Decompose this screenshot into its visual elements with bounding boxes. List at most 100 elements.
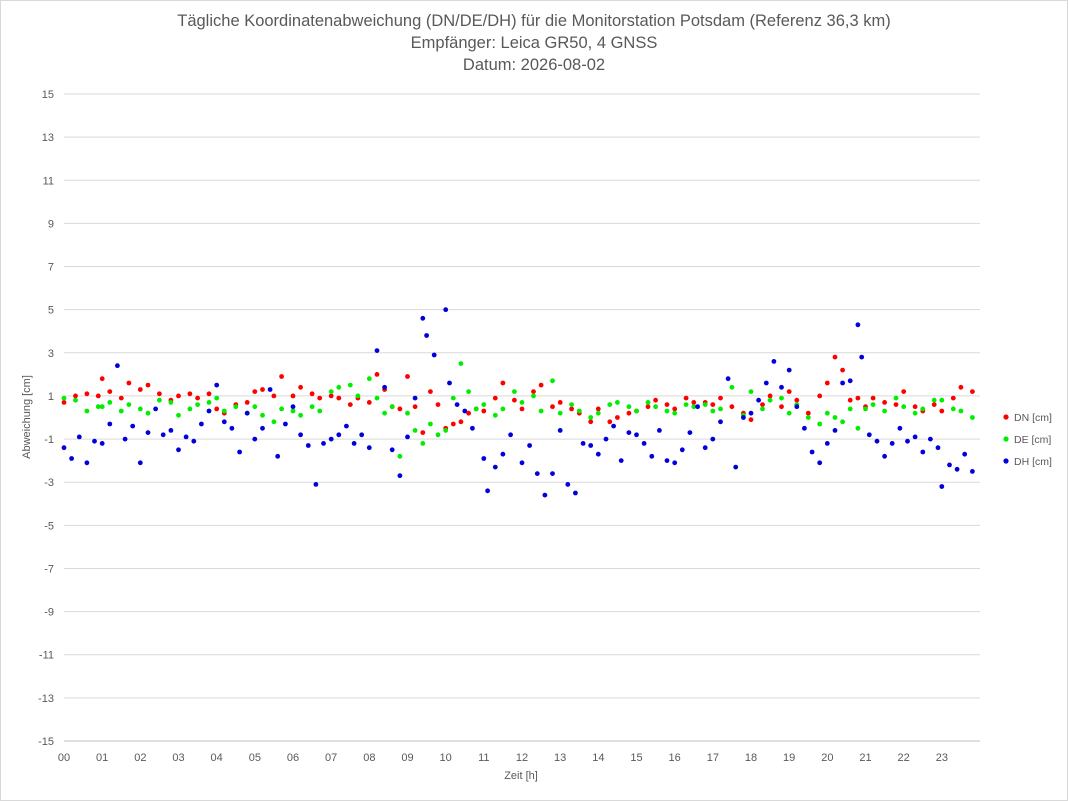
y-tick-labels: 15 13 11 9 7 5 3 1 -1 -3 -5 -7 -9 -11 -13 -15 [38,89,54,748]
data-point [824,441,830,446]
data-point [492,464,498,470]
x-tick-label: 21 [859,752,871,764]
data-point [760,402,765,407]
data-point [145,382,151,388]
y-tick-label: -9 [44,607,54,619]
data-point [492,395,498,401]
data-point [73,393,78,399]
data-point [508,432,513,438]
x-tick-label: 20 [821,752,833,764]
data-point [683,395,689,401]
y-tick-label: -3 [44,477,54,489]
data-point [107,400,113,405]
data-point [428,389,433,394]
data-point [912,434,918,440]
y-tick-label: 5 [48,305,54,317]
y-tick-label: 1 [48,391,54,403]
data-point [954,466,960,472]
data-point [99,441,105,446]
data-points [61,307,975,498]
data-point [500,451,506,457]
data-point [252,436,258,442]
legend-marker [1003,458,1009,464]
data-point [672,406,678,412]
data-point [298,412,303,418]
data-point [809,449,815,455]
data-point [779,404,784,410]
data-point [767,397,773,403]
data-point [718,419,723,425]
data-point [382,384,387,390]
data-point [244,400,250,405]
data-point [626,430,632,435]
data-point [634,408,639,414]
data-point [615,415,620,420]
data-point [672,410,678,416]
data-point [645,404,651,410]
data-point [691,404,697,410]
data-point [512,389,517,394]
data-point [99,404,105,410]
data-point [950,395,956,401]
data-point [970,469,975,474]
data-point [595,410,601,416]
data-point [271,419,277,425]
data-point [397,473,403,479]
data-point [531,393,536,399]
data-point [786,367,792,373]
legend-label: DE [cm] [1014,434,1051,446]
data-point [802,425,807,431]
data-point [615,400,620,405]
y-tick-label: -5 [44,520,54,532]
data-point [931,397,937,403]
data-point [481,456,487,461]
data-point [817,460,823,466]
data-point [61,400,67,405]
data-point [550,471,555,476]
data-point [611,423,616,429]
data-point [214,406,220,412]
y-tick-label: -7 [44,563,54,575]
data-point [847,378,853,384]
data-point [221,408,227,414]
data-point [950,406,956,412]
data-point [634,432,639,438]
data-point [214,382,220,388]
data-point [176,412,181,418]
data-point [145,410,151,416]
data-point [122,436,128,442]
data-point [107,389,113,394]
data-point [855,395,861,401]
data-point [550,378,555,384]
chart-date: Datum: 2026-08-02 [462,56,606,74]
data-point [817,421,823,427]
data-point [500,406,506,412]
data-point [664,458,670,463]
data-point [805,410,811,416]
gridlines [64,93,980,742]
data-point [588,443,594,448]
data-point [458,361,464,366]
data-point [912,404,918,410]
data-point [305,443,311,448]
data-point [653,397,658,403]
data-point [840,419,845,425]
data-point [355,393,361,399]
y-tick-label: 3 [48,348,54,360]
data-point [458,419,464,425]
data-point [336,395,342,401]
legend: DN [cm] DE [cm] DH [cm] [1003,412,1052,468]
data-point [718,395,723,401]
x-tick-label: 01 [96,752,108,764]
data-point [428,421,433,427]
data-point [687,430,693,435]
data-point [160,432,166,438]
data-point [866,432,872,438]
data-point [317,408,323,414]
data-point [626,404,632,410]
data-point [275,453,281,459]
x-tick-label: 05 [249,752,261,764]
y-axis-title: Abweichung [cm] [21,375,33,459]
data-point [832,354,838,360]
legend-label: DN [cm] [1014,412,1052,424]
